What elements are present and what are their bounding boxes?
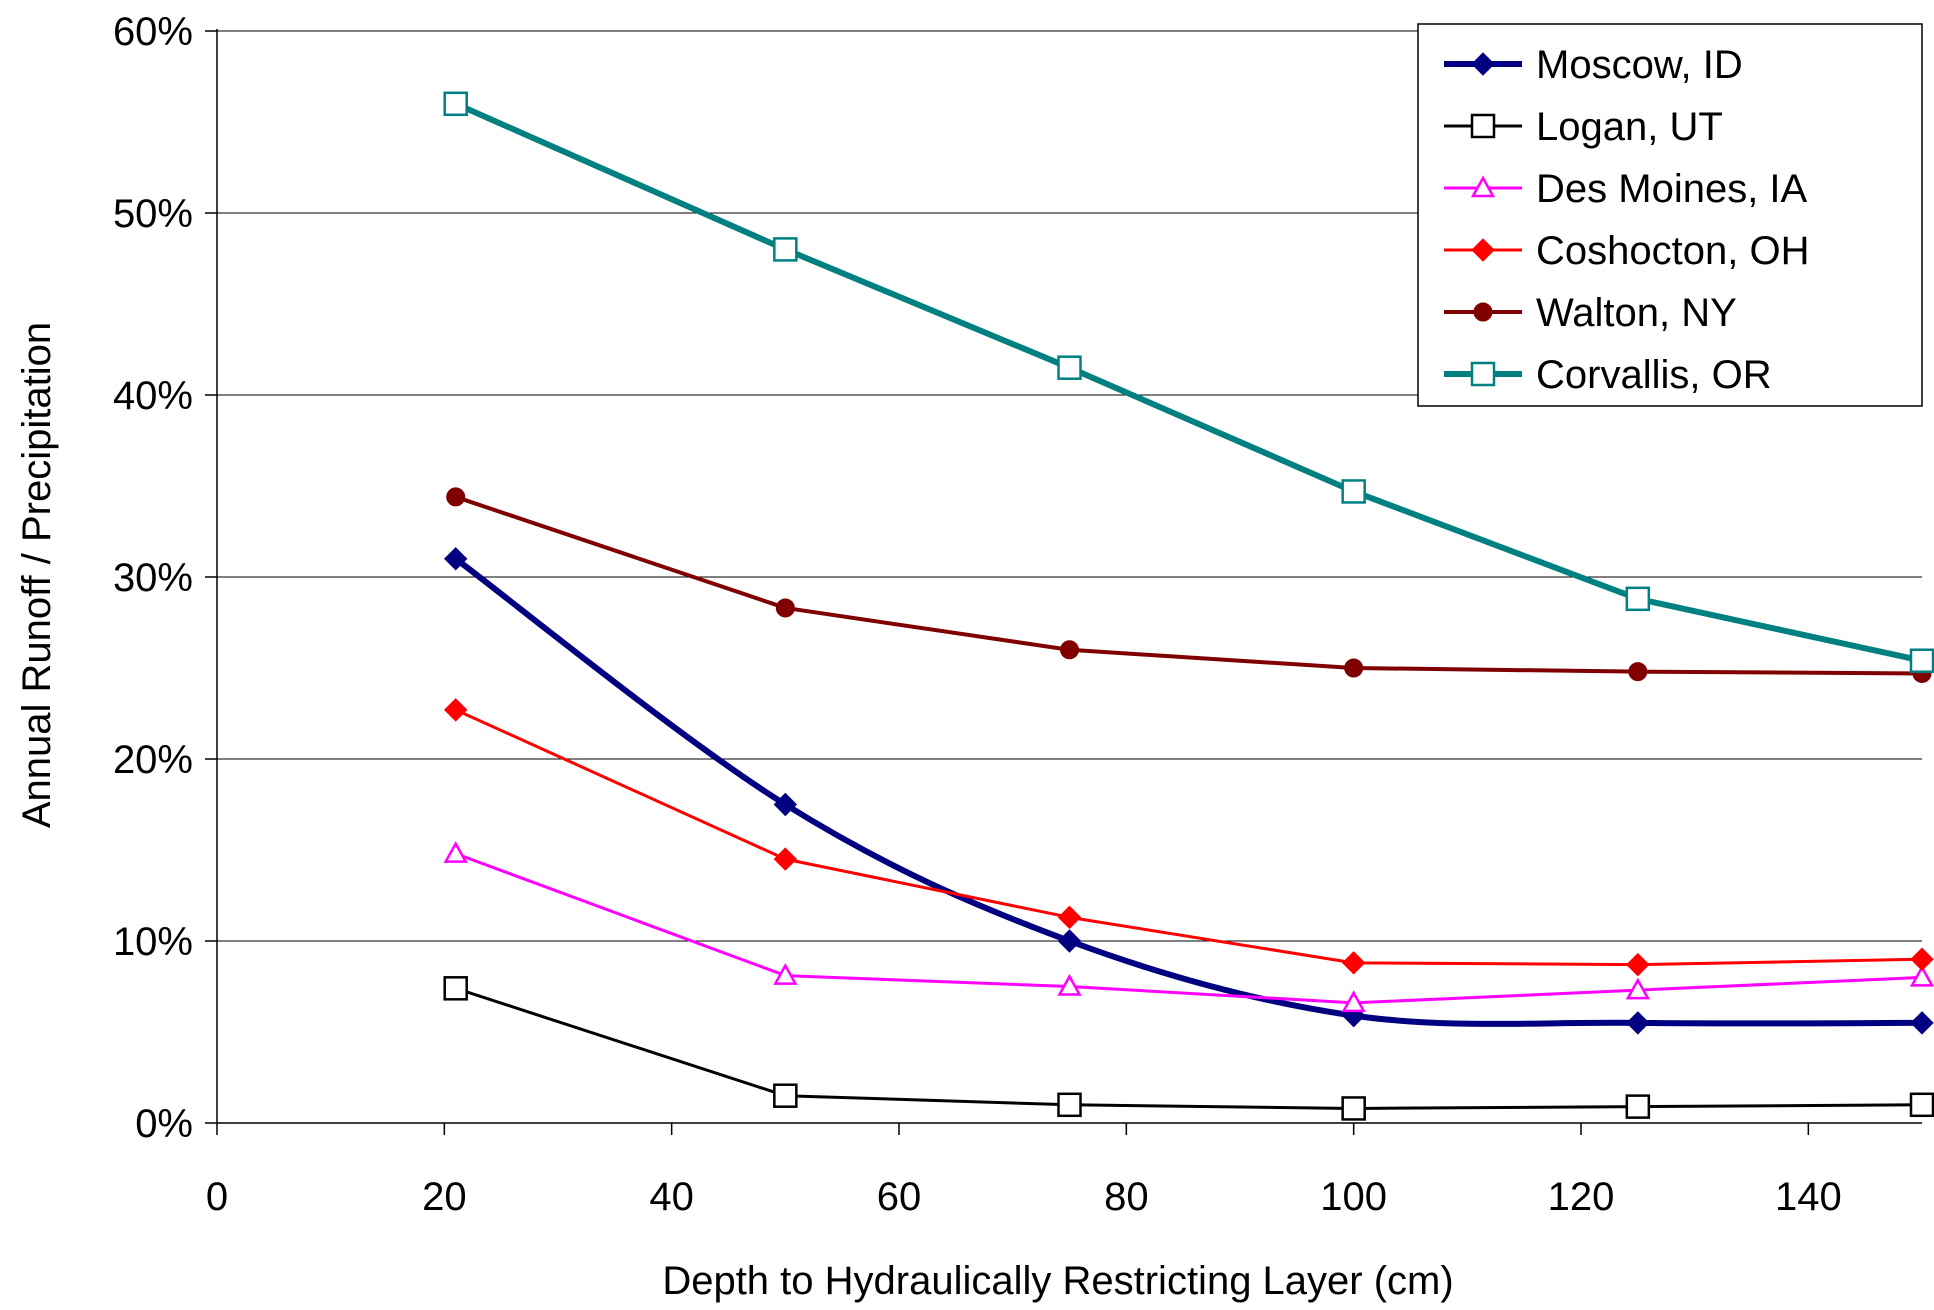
- x-tick-label: 140: [1775, 1175, 1842, 1219]
- data-point: [1057, 355, 1082, 380]
- x-tick-label: 40: [649, 1175, 694, 1219]
- data-point: [1057, 929, 1082, 953]
- data-point: [1341, 479, 1366, 504]
- data-point: [1910, 947, 1934, 971]
- data-point: [773, 792, 798, 817]
- y-axis-ticks: 0% 10% 20% 30% 40% 50% 60%: [113, 10, 217, 1146]
- y-tick-label: 50%: [113, 192, 193, 236]
- data-point: [1909, 648, 1934, 673]
- data-point: [1344, 658, 1364, 678]
- series-coshocton-oh: [443, 698, 1934, 977]
- data-point: [1626, 952, 1650, 977]
- series-line: [453, 556, 1923, 1027]
- legend-item: Coshocton, OH: [1444, 229, 1809, 273]
- x-tick-label: 120: [1548, 1175, 1615, 1219]
- data-point: [773, 963, 798, 985]
- data-point: [1057, 973, 1082, 996]
- series-line: [455, 708, 1923, 967]
- series-moscow-id: [443, 547, 1934, 1035]
- legend-label: Logan, UT: [1536, 105, 1723, 149]
- data-point: [1471, 52, 1495, 76]
- series-logan-ut: [443, 976, 1934, 1121]
- y-tick-label: 40%: [113, 374, 193, 418]
- series-walton-ny: [446, 487, 1932, 683]
- legend: Moscow, ID Logan, UT Des Moines, IA Coshoct…: [1417, 23, 1923, 407]
- data-point: [1341, 951, 1366, 975]
- legend-item: Moscow, ID: [1444, 43, 1743, 87]
- data-point: [1909, 964, 1934, 987]
- data-point: [1470, 361, 1496, 387]
- legend-item: Walton, NY: [1444, 291, 1737, 335]
- data-point: [1625, 1094, 1651, 1119]
- x-axis-title: Depth to Hydraulically Restricting Layer…: [662, 1259, 1453, 1303]
- series-corvallis-or: [443, 91, 1934, 673]
- y-tick-label: 0%: [135, 1102, 193, 1146]
- series-line: [455, 495, 1923, 676]
- data-point: [1470, 175, 1496, 198]
- data-point: [773, 847, 798, 871]
- series-des-moines-ia: [443, 841, 1934, 1013]
- data-point: [443, 698, 468, 722]
- data-point: [1473, 302, 1493, 322]
- x-tick-label: 20: [422, 1175, 467, 1219]
- data-point: [1057, 905, 1082, 930]
- x-tick-label: 80: [1104, 1175, 1149, 1219]
- data-point: [443, 976, 468, 1001]
- data-point: [773, 1083, 798, 1108]
- data-point: [1470, 113, 1496, 139]
- grid-lines: [217, 30, 1922, 942]
- legend-label: Des Moines, IA: [1536, 167, 1808, 211]
- y-tick-label: 10%: [113, 920, 193, 964]
- series-group: [443, 91, 1934, 1121]
- y-tick-label: 60%: [113, 10, 193, 54]
- data-point: [443, 547, 468, 571]
- data-point: [1060, 640, 1079, 660]
- data-point: [1471, 238, 1495, 262]
- y-tick-label: 20%: [113, 738, 193, 782]
- legend-label: Coshocton, OH: [1536, 229, 1809, 273]
- data-point: [1057, 1092, 1082, 1118]
- legend-item: Corvallis, OR: [1444, 353, 1772, 397]
- data-point: [1628, 662, 1648, 682]
- data-point: [1341, 990, 1366, 1013]
- series-line: [454, 101, 1923, 664]
- data-point: [1625, 586, 1651, 612]
- legend-box: [1417, 23, 1923, 407]
- data-point: [443, 841, 468, 863]
- legend-item: Des Moines, IA: [1444, 167, 1808, 211]
- data-point: [443, 91, 468, 117]
- data-point: [1909, 1092, 1934, 1118]
- data-point: [1625, 977, 1650, 1000]
- legend-label: Walton, NY: [1536, 291, 1737, 335]
- series-line: [455, 986, 1923, 1110]
- y-axis-title: Annual Runoff / Precipitation: [15, 322, 59, 828]
- x-axis-ticks: 0 20 40 60 80 100 120 140: [206, 1123, 1842, 1219]
- series-line: [455, 852, 1923, 1005]
- data-point: [446, 487, 466, 507]
- y-tick-label: 30%: [113, 556, 193, 600]
- legend-label: Moscow, ID: [1536, 43, 1743, 87]
- data-point: [1910, 1011, 1934, 1035]
- x-tick-label: 60: [877, 1175, 922, 1219]
- data-point: [775, 598, 795, 618]
- data-point: [773, 237, 798, 262]
- x-tick-label: 0: [206, 1175, 228, 1219]
- data-point: [1626, 1011, 1650, 1035]
- data-point: [1341, 1096, 1366, 1121]
- x-tick-label: 100: [1320, 1175, 1387, 1219]
- legend-label: Corvallis, OR: [1536, 353, 1772, 397]
- legend-item: Logan, UT: [1444, 105, 1723, 149]
